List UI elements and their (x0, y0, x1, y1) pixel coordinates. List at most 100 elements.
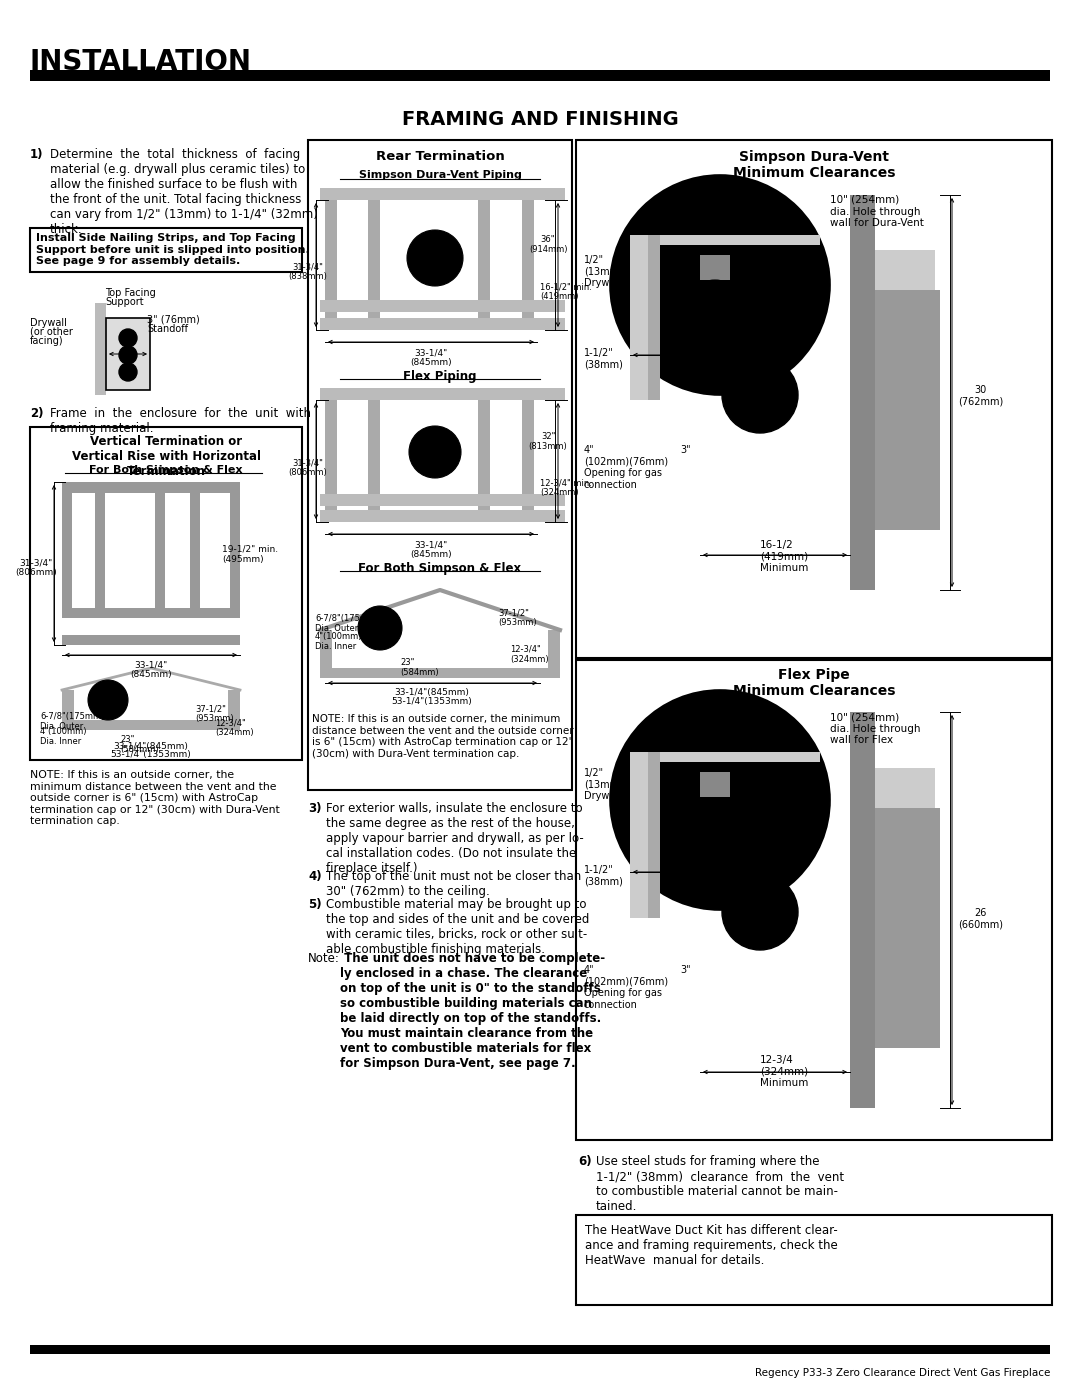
Circle shape (696, 807, 735, 848)
Polygon shape (190, 482, 200, 615)
Text: Support: Support (105, 298, 144, 307)
Text: Top Facing: Top Facing (105, 288, 156, 298)
Circle shape (119, 363, 137, 381)
Text: 12-3/4" min.
(324mm): 12-3/4" min. (324mm) (540, 478, 592, 497)
Circle shape (119, 330, 137, 346)
Polygon shape (230, 482, 240, 615)
Text: 6): 6) (578, 1155, 592, 1168)
Text: 36"
(914mm): 36" (914mm) (529, 235, 567, 254)
Text: 10" (254mm)
dia. Hole through
wall for Flex: 10" (254mm) dia. Hole through wall for F… (831, 712, 920, 745)
Circle shape (610, 690, 831, 909)
Text: Use steel studs for framing where the
1-1/2" (38mm)  clearance  from  the  vent
: Use steel studs for framing where the 1-… (596, 1155, 845, 1213)
Text: 3" (76mm): 3" (76mm) (147, 314, 200, 326)
Text: 31-3/4"
(806mm): 31-3/4" (806mm) (15, 557, 57, 577)
Polygon shape (320, 319, 565, 330)
Circle shape (357, 606, 402, 650)
Text: 3": 3" (680, 965, 690, 975)
Circle shape (96, 687, 120, 712)
Text: Top Header: Top Header (720, 712, 779, 724)
Text: 53-1/4"(1353mm): 53-1/4"(1353mm) (110, 750, 191, 759)
Text: Frame  in  the  enclosure  for  the  unit  with
framing material.: Frame in the enclosure for the unit with… (50, 407, 311, 434)
Polygon shape (62, 608, 240, 617)
Text: 33-1/4"
(845mm): 33-1/4" (845mm) (410, 541, 451, 559)
Text: 10" (254mm)
dia. Hole through
wall for Dura-Vent: 10" (254mm) dia. Hole through wall for D… (831, 196, 923, 228)
Polygon shape (320, 668, 561, 678)
Text: 31-3/4"
(806mm): 31-3/4" (806mm) (288, 458, 327, 478)
Polygon shape (325, 400, 337, 510)
Polygon shape (478, 400, 490, 510)
Polygon shape (850, 712, 875, 1108)
Polygon shape (522, 400, 534, 510)
Text: 16-1/2
(419mm)
Minimum: 16-1/2 (419mm) Minimum (760, 541, 808, 573)
Text: 1/2"
(13mm)
Drywall: 1/2" (13mm) Drywall (584, 768, 623, 802)
Text: Vertical Termination or
Vertical Rise with Horizontal
Termination: Vertical Termination or Vertical Rise wi… (71, 434, 260, 478)
Text: facing): facing) (30, 337, 64, 346)
Text: 5): 5) (308, 898, 322, 911)
Text: Rear Termination: Rear Termination (376, 149, 504, 163)
Circle shape (685, 798, 745, 858)
Polygon shape (648, 752, 660, 918)
Text: (or other: (or other (30, 327, 72, 337)
Polygon shape (478, 200, 490, 319)
Text: NOTE: If this is an outside corner, the minimum
distance between the vent and th: NOTE: If this is an outside corner, the … (312, 714, 573, 759)
Text: For Both Simpson & Flex: For Both Simpson & Flex (359, 562, 522, 576)
Text: Combustible material may be brought up to
the top and sides of the unit and be c: Combustible material may be brought up t… (326, 898, 590, 956)
Text: 33-1/4"
(845mm): 33-1/4" (845mm) (131, 659, 172, 679)
Polygon shape (320, 189, 565, 200)
Polygon shape (228, 690, 240, 719)
Text: 33-1/4"(845mm): 33-1/4"(845mm) (113, 742, 188, 752)
Text: Note:: Note: (308, 951, 340, 965)
Text: 1-1/2"
(38mm): 1-1/2" (38mm) (584, 348, 623, 370)
Circle shape (87, 680, 129, 719)
Polygon shape (62, 636, 240, 645)
Text: Simpson Dura-Vent Piping: Simpson Dura-Vent Piping (359, 170, 522, 180)
Polygon shape (30, 1345, 1050, 1354)
Text: For Both Simpson & Flex: For Both Simpson & Flex (90, 465, 243, 475)
Text: 26
(660mm): 26 (660mm) (958, 908, 1003, 929)
Text: Flex Pipe
Minimum Clearances: Flex Pipe Minimum Clearances (732, 668, 895, 698)
Polygon shape (320, 300, 565, 312)
Text: Drywall: Drywall (30, 319, 67, 328)
Polygon shape (630, 752, 648, 918)
Polygon shape (700, 773, 730, 798)
Polygon shape (106, 319, 150, 390)
Text: For exterior walls, insulate the enclosure to
the same degree as the rest of the: For exterior walls, insulate the enclosu… (326, 802, 584, 875)
Text: 16-1/2" min.
(419mm): 16-1/2" min. (419mm) (540, 282, 592, 302)
Text: 1/2"
(13mm)
Drywall: 1/2" (13mm) Drywall (584, 256, 623, 288)
Text: Standoff: Standoff (147, 324, 188, 334)
Text: 4"
(102mm)(76mm)
Opening for gas
connection: 4" (102mm)(76mm) Opening for gas connect… (584, 446, 669, 490)
Circle shape (723, 358, 798, 433)
Text: 2): 2) (30, 407, 43, 420)
Polygon shape (648, 235, 660, 400)
Polygon shape (95, 482, 105, 615)
Polygon shape (875, 807, 940, 1048)
Text: 4"
(102mm)(76mm)
Opening for gas
connection: 4" (102mm)(76mm) Opening for gas connect… (584, 965, 669, 1010)
Circle shape (746, 381, 774, 409)
Circle shape (409, 426, 461, 478)
Text: 33-1/4"(845mm): 33-1/4"(845mm) (394, 687, 470, 697)
Polygon shape (320, 495, 565, 506)
Circle shape (746, 898, 774, 926)
Circle shape (685, 279, 745, 339)
Text: 3": 3" (680, 446, 690, 455)
Polygon shape (548, 630, 561, 668)
Text: 23"
(584mm): 23" (584mm) (401, 658, 440, 678)
Text: 6-7/8"(175mm)
Dia. Outer: 6-7/8"(175mm) Dia. Outer (315, 615, 379, 633)
Text: INSTALLATION: INSTALLATION (30, 47, 252, 75)
Polygon shape (62, 482, 72, 615)
Circle shape (407, 231, 463, 286)
Text: 4): 4) (308, 870, 322, 883)
Circle shape (723, 875, 798, 950)
Polygon shape (368, 400, 380, 510)
Circle shape (734, 369, 786, 420)
Polygon shape (30, 70, 1050, 81)
Text: Install Side Nailing Strips, and Top Facing
Support before unit is slipped into : Install Side Nailing Strips, and Top Fac… (36, 233, 310, 267)
Polygon shape (156, 482, 165, 615)
Text: Simpson Dura-Vent
Minimum Clearances: Simpson Dura-Vent Minimum Clearances (732, 149, 895, 180)
Text: 23"
(584mm): 23" (584mm) (121, 735, 160, 754)
Polygon shape (522, 200, 534, 319)
Polygon shape (320, 510, 565, 522)
Polygon shape (368, 200, 380, 319)
Circle shape (419, 436, 451, 468)
Text: Flex Piping: Flex Piping (403, 370, 476, 383)
